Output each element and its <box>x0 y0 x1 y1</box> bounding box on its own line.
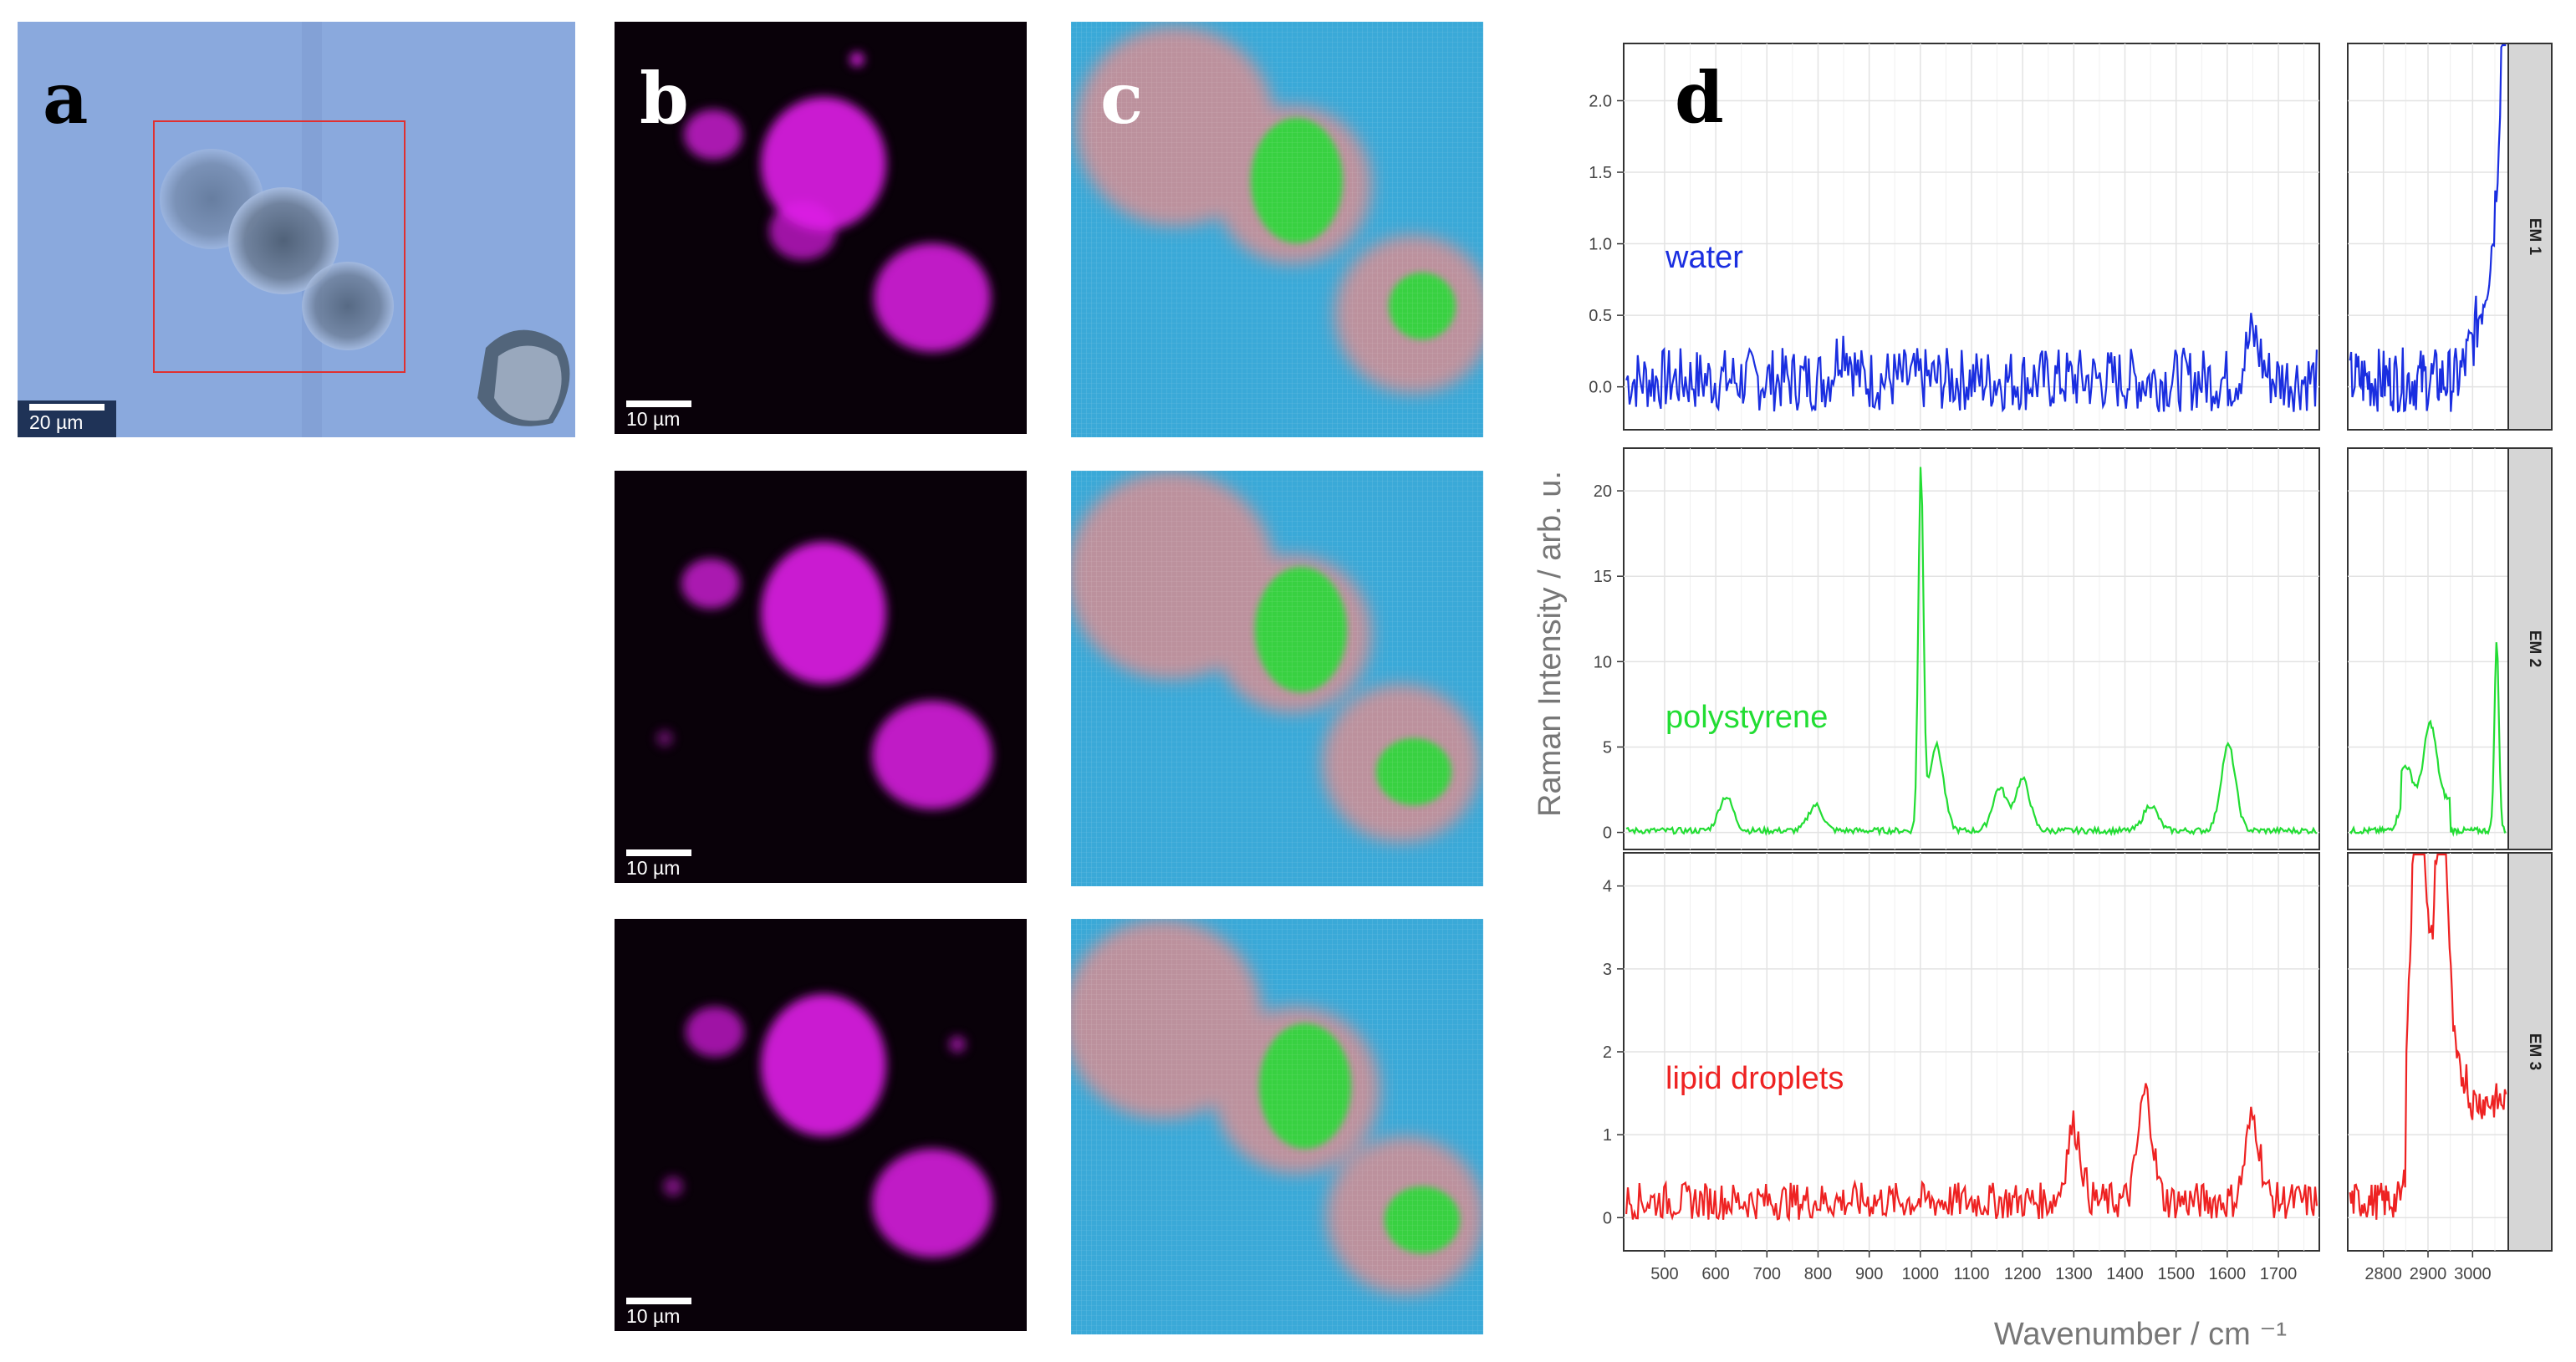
scalebar-a: 20 µm <box>18 400 116 437</box>
x-tick-label: 1600 <box>2209 1265 2247 1283</box>
spectrum-line-EM2-left <box>1625 467 2318 837</box>
x-axis-title: Wavenumber / cm ⁻¹ <box>1994 1317 2287 1352</box>
facet-strip-EM2 <box>2507 447 2553 850</box>
raman-map-2 <box>1071 471 1483 886</box>
x-tick-label: 1700 <box>2260 1265 2298 1283</box>
spectrum-line-EM1-left <box>1625 313 2318 413</box>
y-tick-label: 2.0 <box>1589 92 1612 110</box>
y-tick-label: 15 <box>1594 568 1612 586</box>
raman-map-1 <box>1071 22 1483 437</box>
y-tick-label: 0 <box>1603 824 1612 843</box>
panel-b-3: 10 µm <box>615 919 1027 1331</box>
panel-b-2: 10 µm <box>615 471 1027 883</box>
x-tick-label: 1300 <box>2055 1265 2093 1283</box>
facet-strip-label: EM 1 <box>2526 218 2543 256</box>
y-axis-title: Raman Intensity / arb. u. <box>1533 471 1568 817</box>
x-tick-label: 1200 <box>2004 1265 2042 1283</box>
y-tick-label: 4 <box>1603 878 1612 896</box>
scalebar-b-3: 10 µm <box>615 1294 706 1331</box>
panel-a-brightfield: a 20 µm <box>18 22 575 437</box>
y-tick-label: 10 <box>1594 653 1612 671</box>
x-tick-label: 3000 <box>2454 1265 2492 1283</box>
brightfield-image <box>18 22 575 437</box>
y-tick-label: 1.5 <box>1589 164 1612 182</box>
panel-d-spectra: 0.0 0.5 1.0 1.5 2.0 EM 1 water 0 5 10 15 20 EM 2 poly… <box>1505 17 2576 1362</box>
scalebar-b-1: 10 µm <box>615 397 706 434</box>
x-tick-label: 900 <box>1855 1265 1883 1283</box>
panel-c-3 <box>1071 919 1483 1334</box>
x-tick-label: 1000 <box>1902 1265 1940 1283</box>
spectrum-line-EM3-right <box>2349 853 2507 1220</box>
cell-3 <box>302 262 394 350</box>
y-tick-label: 0 <box>1603 1209 1612 1227</box>
roi-rectangle <box>153 120 406 373</box>
series-annotation-0: water <box>1665 240 1743 275</box>
y-tick-label: 3 <box>1603 961 1612 979</box>
panel-b-label: b <box>640 57 689 140</box>
spectrum-line-EM1-right <box>2349 43 2507 413</box>
cell-2 <box>228 187 339 294</box>
scalebar-b-2: 10 µm <box>615 846 706 883</box>
x-tick-label: 700 <box>1753 1265 1781 1283</box>
y-tick-label: 1.0 <box>1589 236 1612 254</box>
panel-c-1: c <box>1071 22 1483 437</box>
x-tick-label: 2800 <box>2364 1265 2402 1283</box>
x-tick-label: 2900 <box>2410 1265 2447 1283</box>
y-tick-label: 0.0 <box>1589 379 1612 397</box>
x-tick-label: 800 <box>1804 1265 1832 1283</box>
y-tick-label: 1 <box>1603 1126 1612 1145</box>
panel-c-label: c <box>1100 57 1144 140</box>
y-tick-label: 0.5 <box>1589 307 1612 325</box>
x-tick-label: 1500 <box>2157 1265 2195 1283</box>
facet-strip-EM3 <box>2507 852 2553 1252</box>
x-tick-label: 500 <box>1650 1265 1678 1283</box>
panel-a-label: a <box>43 57 89 140</box>
fluorescence-image-2 <box>656 542 992 809</box>
spectrum-line-EM3-left <box>1625 1083 2318 1222</box>
x-tick-label: 1400 <box>2106 1265 2144 1283</box>
y-tick-label: 20 <box>1594 482 1612 501</box>
series-annotation-1: polystyrene <box>1665 700 1828 735</box>
fluorescence-image-1 <box>684 53 991 352</box>
panel-c-2 <box>1071 471 1483 886</box>
series-annotation-2: lipid droplets <box>1665 1061 1844 1096</box>
y-tick-label: 5 <box>1603 738 1612 757</box>
panel-d-label: d <box>1675 56 1724 139</box>
x-tick-label: 1100 <box>1953 1265 1989 1283</box>
facet-strip-label: EM 2 <box>2526 630 2543 667</box>
raman-map-3 <box>1071 919 1483 1334</box>
panel-b-1: b 10 µm <box>615 22 1027 434</box>
facet-strip-label: EM 3 <box>2526 1033 2543 1070</box>
spectrum-line-EM2-right <box>2349 642 2507 838</box>
fluorescence-image-3 <box>663 994 992 1257</box>
y-tick-label: 2 <box>1603 1043 1612 1062</box>
scalebar-a-text: 20 µm <box>29 411 84 433</box>
x-tick-label: 600 <box>1701 1265 1729 1283</box>
facet-strip-EM1 <box>2507 43 2553 431</box>
